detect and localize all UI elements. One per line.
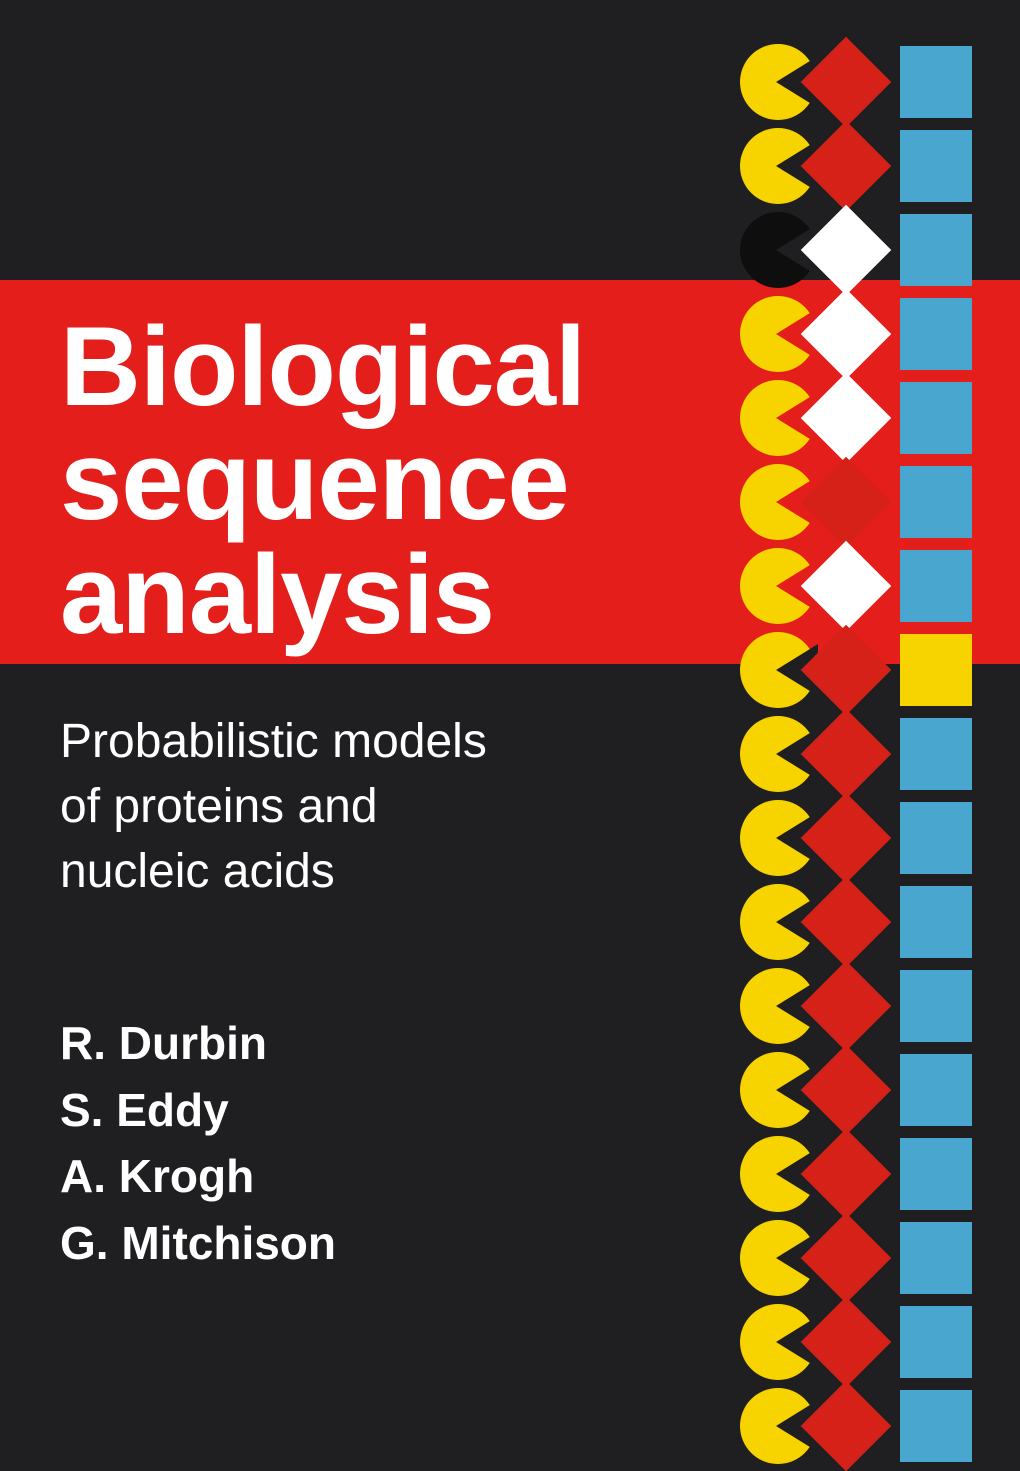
shape-row: [740, 460, 1000, 544]
square-icon: [900, 46, 972, 118]
square-icon: [900, 130, 972, 202]
shape-row: [740, 712, 1000, 796]
book-subtitle: Probabilistic models of proteins and nuc…: [60, 710, 487, 904]
shape-row: [740, 544, 1000, 628]
author-2: S. Eddy: [60, 1084, 229, 1136]
shape-row: [740, 796, 1000, 880]
shape-row: [740, 880, 1000, 964]
square-icon: [900, 550, 972, 622]
subtitle-line-2: of proteins and: [60, 780, 378, 833]
shape-row: [740, 1216, 1000, 1300]
shape-row: [740, 376, 1000, 460]
diamond-icon: [801, 1045, 892, 1136]
author-4: G. Mitchison: [60, 1217, 336, 1269]
subtitle-line-3: nucleic acids: [60, 845, 335, 898]
shape-row: [740, 292, 1000, 376]
shape-row: [740, 124, 1000, 208]
title-line-1: Biological: [60, 304, 585, 429]
square-icon: [900, 718, 972, 790]
diamond-icon: [801, 1129, 892, 1220]
diamond-icon: [801, 625, 892, 716]
diamond-icon: [801, 373, 892, 464]
subtitle-line-1: Probabilistic models: [60, 715, 487, 768]
shape-row: [740, 1384, 1000, 1468]
diamond-icon: [801, 457, 892, 548]
book-cover: Biological sequence analysis Probabilist…: [0, 0, 1020, 1471]
square-icon: [900, 802, 972, 874]
diamond-icon: [801, 289, 892, 380]
diamond-icon: [801, 961, 892, 1052]
square-icon: [900, 634, 972, 706]
square-icon: [900, 886, 972, 958]
shape-row: [740, 1048, 1000, 1132]
author-3: A. Krogh: [60, 1150, 254, 1202]
diamond-icon: [801, 121, 892, 212]
square-icon: [900, 466, 972, 538]
square-icon: [900, 1390, 972, 1462]
square-icon: [900, 970, 972, 1042]
diamond-icon: [801, 541, 892, 632]
diamond-icon: [801, 877, 892, 968]
shape-row: [740, 40, 1000, 124]
title-line-2: sequence: [60, 418, 569, 543]
author-list: R. Durbin S. Eddy A. Krogh G. Mitchison: [60, 1010, 336, 1277]
diamond-icon: [801, 709, 892, 800]
square-icon: [900, 214, 972, 286]
diamond-icon: [801, 793, 892, 884]
shape-row: [740, 964, 1000, 1048]
author-1: R. Durbin: [60, 1017, 267, 1069]
diamond-icon: [801, 205, 892, 296]
shape-row: [740, 1300, 1000, 1384]
diamond-icon: [801, 1297, 892, 1388]
shape-row: [740, 628, 1000, 712]
square-icon: [900, 1222, 972, 1294]
diamond-icon: [801, 37, 892, 128]
square-icon: [900, 1306, 972, 1378]
square-icon: [900, 382, 972, 454]
shape-row: [740, 208, 1000, 292]
square-icon: [900, 1054, 972, 1126]
title-line-3: analysis: [60, 532, 494, 657]
decorative-shape-strip: [760, 0, 1020, 1471]
diamond-icon: [801, 1381, 892, 1471]
shape-row: [740, 1132, 1000, 1216]
square-icon: [900, 1138, 972, 1210]
square-icon: [900, 298, 972, 370]
diamond-icon: [801, 1213, 892, 1304]
